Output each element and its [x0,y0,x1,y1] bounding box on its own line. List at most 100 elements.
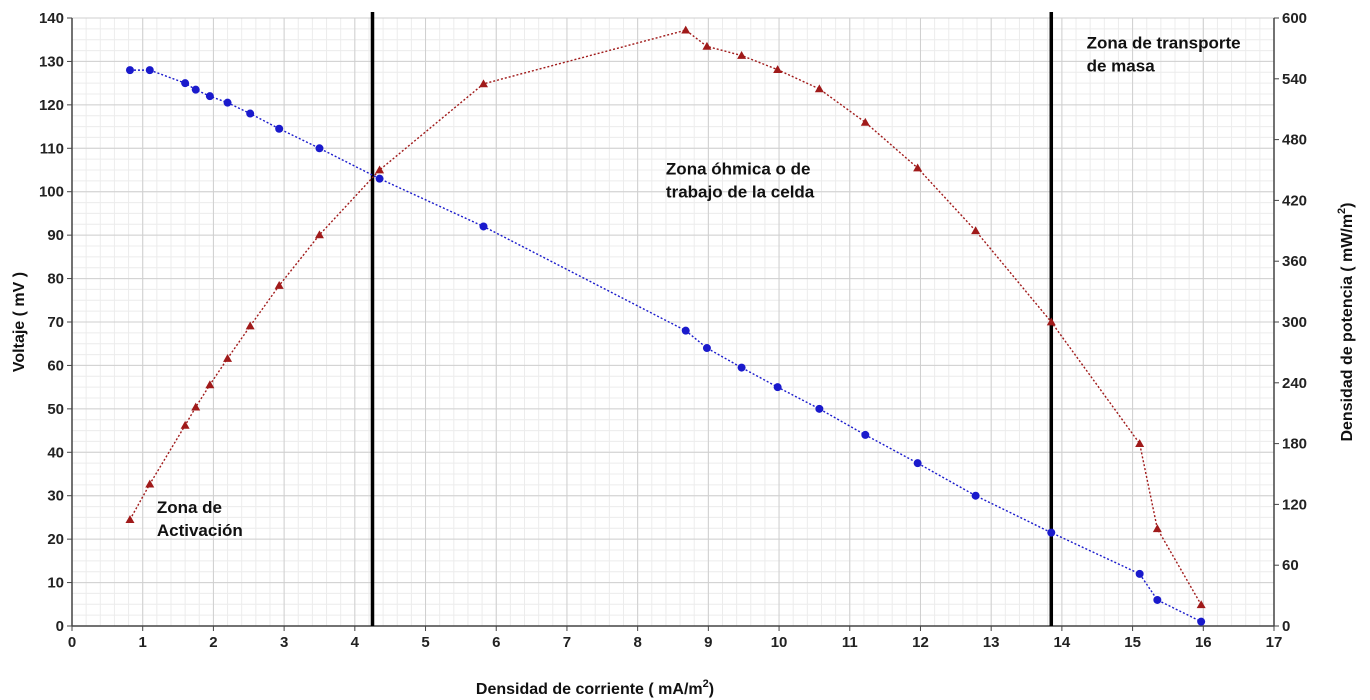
x-tick-label: 12 [912,634,929,651]
voltage-point [971,491,980,500]
x-tick-label: 14 [1054,634,1071,651]
x-tick-label: 13 [983,634,1000,651]
x-tick-label: 4 [351,634,360,651]
x-axis-title: Densidad de corriente ( mA/m2) [476,678,714,698]
voltage-point [1153,595,1162,604]
voltage-point [913,459,922,468]
x-tick-label: 7 [563,634,571,651]
power-density-point [702,41,712,50]
y-left-tick-label: 70 [47,314,64,331]
voltage-point [479,222,488,231]
y-right-tick-label: 600 [1282,10,1307,27]
voltage-point [181,79,190,88]
voltage-point [205,92,214,101]
y-right-tick-label: 240 [1282,375,1307,392]
zone-annotation: Zona de transporte de masa [1087,33,1241,75]
y-left-tick-label: 130 [39,53,64,70]
y-right-tick-label: 300 [1282,314,1307,331]
y-left-tick-label: 140 [39,10,64,27]
power-density-point [375,165,385,174]
x-tick-label: 16 [1195,634,1212,651]
y-left-tick-label: 90 [47,227,64,244]
y-right-tick-label: 420 [1282,192,1307,209]
voltage-point [125,66,134,75]
power-density-line [129,29,1202,606]
labels: Densidad de corriente ( mA/m2) Voltaje (… [11,202,1356,698]
y-right-tick-label: 480 [1282,132,1307,149]
x-tick-label: 6 [492,634,500,651]
voltage-point [773,383,782,392]
voltage-point [737,363,746,372]
y-right-tick-label: 540 [1282,71,1307,88]
x-tick-label: 8 [633,634,641,651]
x-tick-label: 1 [139,634,147,651]
x-tick-label: 10 [771,634,788,651]
y-right-tick-label: 0 [1282,618,1290,635]
y-right-tick-label: 60 [1282,557,1299,574]
power-density-point [1135,439,1145,447]
x-tick-label: 9 [704,634,712,651]
y-left-tick-label: 20 [47,531,64,548]
y-left-tick-label: 30 [47,488,64,505]
voltage-point [315,144,324,153]
voltage-point [375,174,384,183]
power-density-point [971,226,981,235]
voltage-point [702,344,711,353]
power-density-point [1152,524,1162,533]
x-tick-label: 15 [1124,634,1141,651]
series [125,25,1206,626]
voltage-point [861,430,870,439]
power-density-point [274,281,284,289]
y-left-tick-label: 50 [47,401,64,418]
power-density-point [479,79,489,88]
voltage-point [191,85,200,94]
y-left-tick-label: 80 [47,271,64,288]
power-density-point [913,163,923,172]
voltage-point [145,66,154,75]
x-tick-label: 3 [280,634,288,651]
power-density-point [1196,600,1206,609]
x-tick-label: 5 [421,634,429,651]
x-tick-label: 0 [68,634,76,651]
power-density-point [1046,317,1056,326]
y-left-tick-label: 60 [47,357,64,374]
power-density-point [191,402,201,411]
power-density-point [814,84,824,93]
y-right-tick-label: 120 [1282,496,1307,513]
power-density-point [737,50,747,59]
x-tick-label: 17 [1266,634,1283,651]
power-density-point [773,65,783,74]
voltage-point [223,98,232,107]
y-right-tick-label: 360 [1282,253,1307,270]
zone-annotations: Zona de Activación Zona óhmica o de trabajo… [157,33,1241,540]
power-density-point [205,380,215,389]
zone-annotation: Zona de Activación [157,498,243,540]
grid [71,17,1275,627]
axes: 0 1 2 3 4 5 6 7 8 9 10 11 12 13 14 15 16 1701020304050607… [39,10,1307,651]
y-left-tick-label: 120 [39,97,64,114]
zone-annotation: Zona óhmica o de trabajo de la celda [666,159,815,201]
power-density-point [145,479,155,488]
y-axis-right-title: Densidad de potencia ( mW/m2) [1336,202,1356,441]
power-density-point [180,420,190,429]
power-density-point [245,321,255,330]
voltage-point [1197,617,1206,626]
y-left-tick-label: 40 [47,444,64,461]
voltage-point [246,109,255,118]
voltage-point [1135,569,1144,578]
power-density-point [125,515,135,523]
x-tick-label: 2 [209,634,217,651]
x-tick-label: 11 [842,634,858,651]
voltage-point [275,124,284,133]
power-density-point [314,230,324,239]
y-right-tick-label: 180 [1282,436,1307,453]
y-left-tick-label: 110 [40,140,64,157]
power-density-point [681,25,691,34]
power-density-point [860,117,870,126]
y-axis-left-title: Voltaje ( mV ) [11,272,28,372]
voltage-point [681,326,690,335]
y-left-tick-label: 100 [39,184,64,201]
voltage-point [815,404,824,413]
